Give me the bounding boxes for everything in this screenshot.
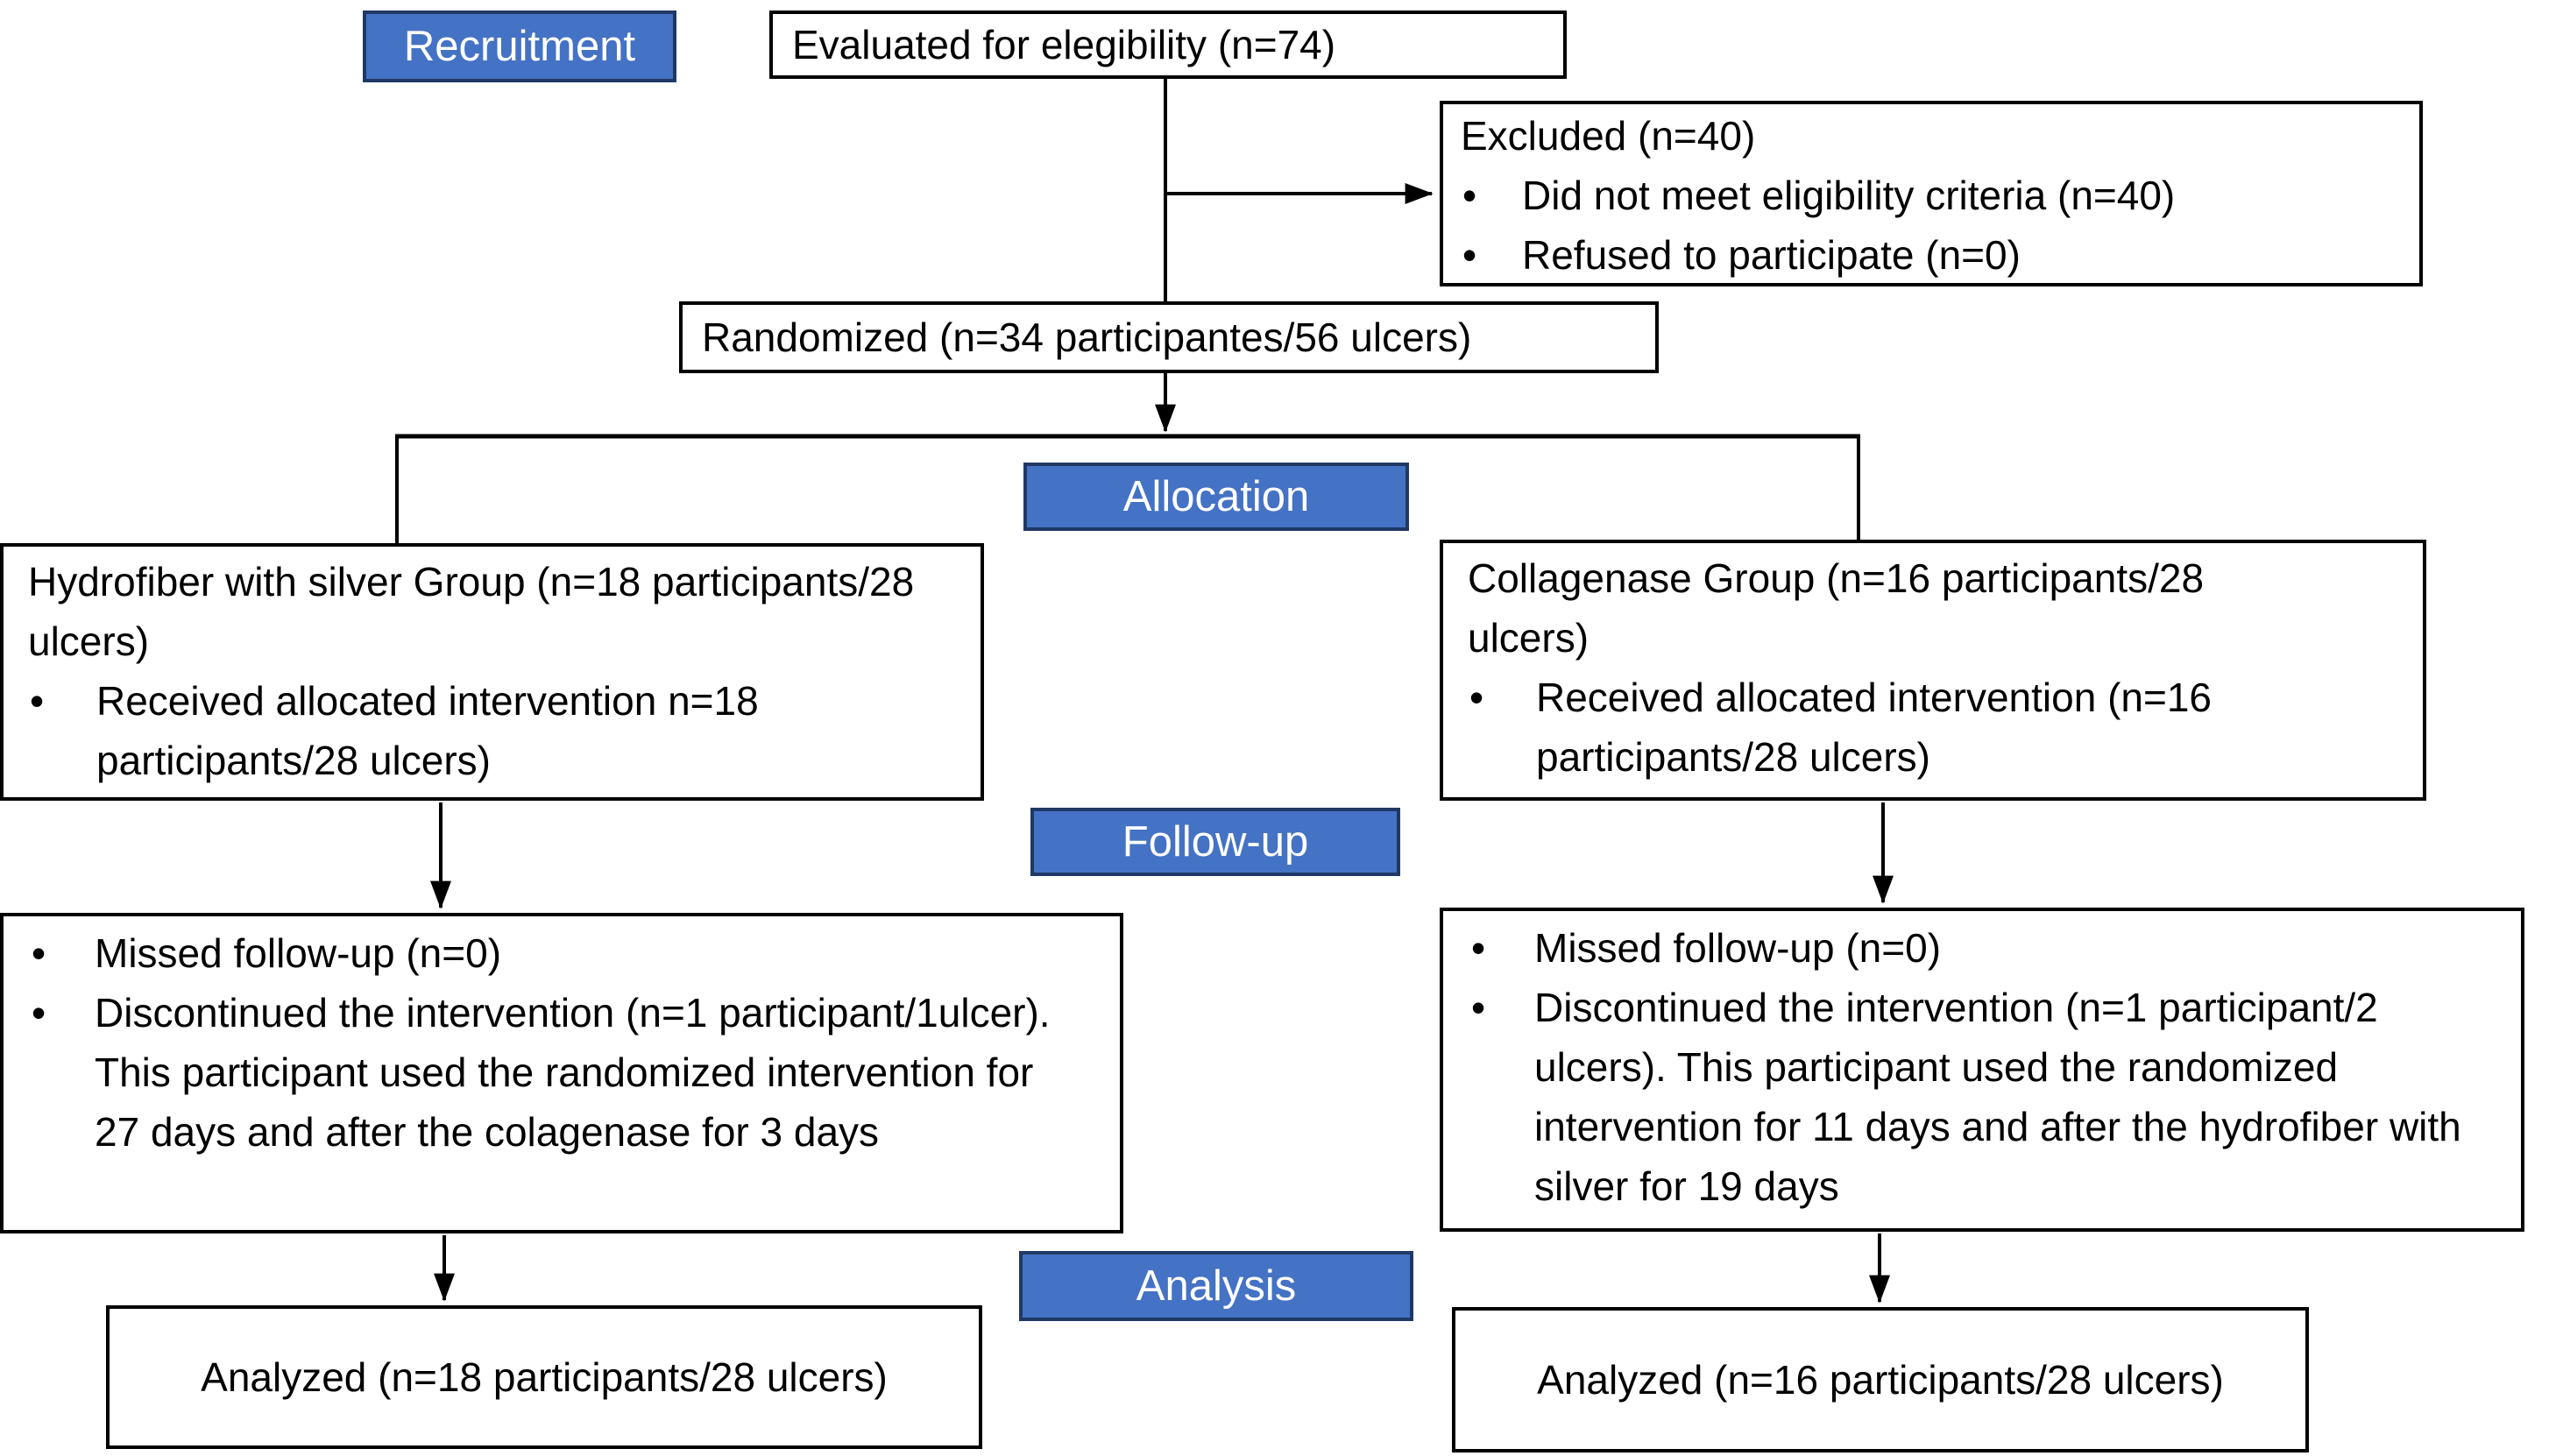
followup-bullet-item: • Missed follow-up (n=0) [1468, 918, 2509, 978]
followup-bullet-item: • Discontinued the intervention (n=1 par… [28, 983, 1067, 1162]
bullet-marker: • [1462, 232, 1477, 278]
followup-bullet-text: Missed follow-up (n=0) [95, 930, 502, 976]
box-randomized: Randomized (n=34 participantes/56 ulcers… [679, 301, 1659, 373]
analyzed-hydrofiber-text: Analyzed (n=18 participants/28 ulcers) [201, 1354, 888, 1400]
followup-bullet-text: Discontinued the intervention (n=1 parti… [95, 990, 1051, 1155]
followup-bullet-text: Missed follow-up (n=0) [1534, 925, 1942, 971]
stage-label-recruitment: Recruitment [363, 11, 676, 82]
excluded-bullet-item: • Did not meet eligibility criteria (n=4… [1461, 166, 2402, 225]
followup-bullet-item: • Missed follow-up (n=0) [28, 923, 1067, 983]
bullet-marker: • [1469, 675, 1484, 720]
group-hydrofiber-bullet-text: Received allocated intervention n=18 par… [96, 678, 759, 783]
box-evaluated: Evaluated for elegibility (n=74) [769, 11, 1567, 79]
stage-label-allocation: Allocation [1023, 463, 1409, 531]
excluded-title: Excluded (n=40) [1461, 113, 1756, 159]
followup-bullet-item: • Discontinued the intervention (n=1 par… [1468, 978, 2509, 1216]
bullet-marker: • [1471, 925, 1486, 971]
stage-label-analysis: Analysis [1019, 1251, 1413, 1321]
box-followup-collagenase: • Missed follow-up (n=0) • Discontinued … [1440, 908, 2524, 1232]
box-group-hydrofiber: Hydrofiber with silver Group (n=18 parti… [0, 543, 984, 801]
bullet-marker: • [30, 678, 45, 724]
stage-label-followup: Follow-up [1030, 808, 1400, 876]
analyzed-collagenase-text: Analyzed (n=16 participants/28 ulcers) [1537, 1357, 2224, 1403]
group-hydrofiber-title: Hydrofiber with silver Group (n=18 parti… [28, 559, 915, 664]
group-collagenase-title: Collagenase Group (n=16 participants/28 … [1468, 555, 2205, 661]
bullet-marker: • [32, 930, 46, 976]
box-followup-hydrofiber: • Missed follow-up (n=0) • Discontinued … [0, 913, 1123, 1233]
box-group-collagenase: Collagenase Group (n=16 participants/28 … [1440, 540, 2426, 801]
followup-bullet-text: Discontinued the intervention (n=1 parti… [1534, 985, 2461, 1209]
evaluated-text: Evaluated for elegibility (n=74) [792, 22, 1336, 67]
box-analyzed-hydrofiber: Analyzed (n=18 participants/28 ulcers) [106, 1305, 982, 1449]
excluded-bullet-text: Did not meet eligibility criteria (n=40) [1522, 173, 2176, 218]
group-hydrofiber-bullet-item: • Received allocated intervention n=18 p… [28, 671, 963, 790]
bullet-marker: • [1471, 985, 1486, 1030]
bullet-marker: • [32, 990, 46, 1035]
group-collagenase-bullet-text: Received allocated intervention (n=16 pa… [1536, 675, 2212, 780]
bullet-marker: • [1462, 173, 1477, 218]
excluded-bullet-text: Refused to participate (n=0) [1522, 232, 2021, 278]
box-analyzed-collagenase: Analyzed (n=16 participants/28 ulcers) [1452, 1307, 2309, 1452]
box-excluded: Excluded (n=40) • Did not meet eligibili… [1440, 101, 2423, 286]
excluded-bullet-item: • Refused to participate (n=0) [1461, 225, 2402, 285]
group-collagenase-bullet-item: • Received allocated intervention (n=16 … [1468, 668, 2326, 787]
randomized-text: Randomized (n=34 participantes/56 ulcers… [702, 315, 1472, 360]
